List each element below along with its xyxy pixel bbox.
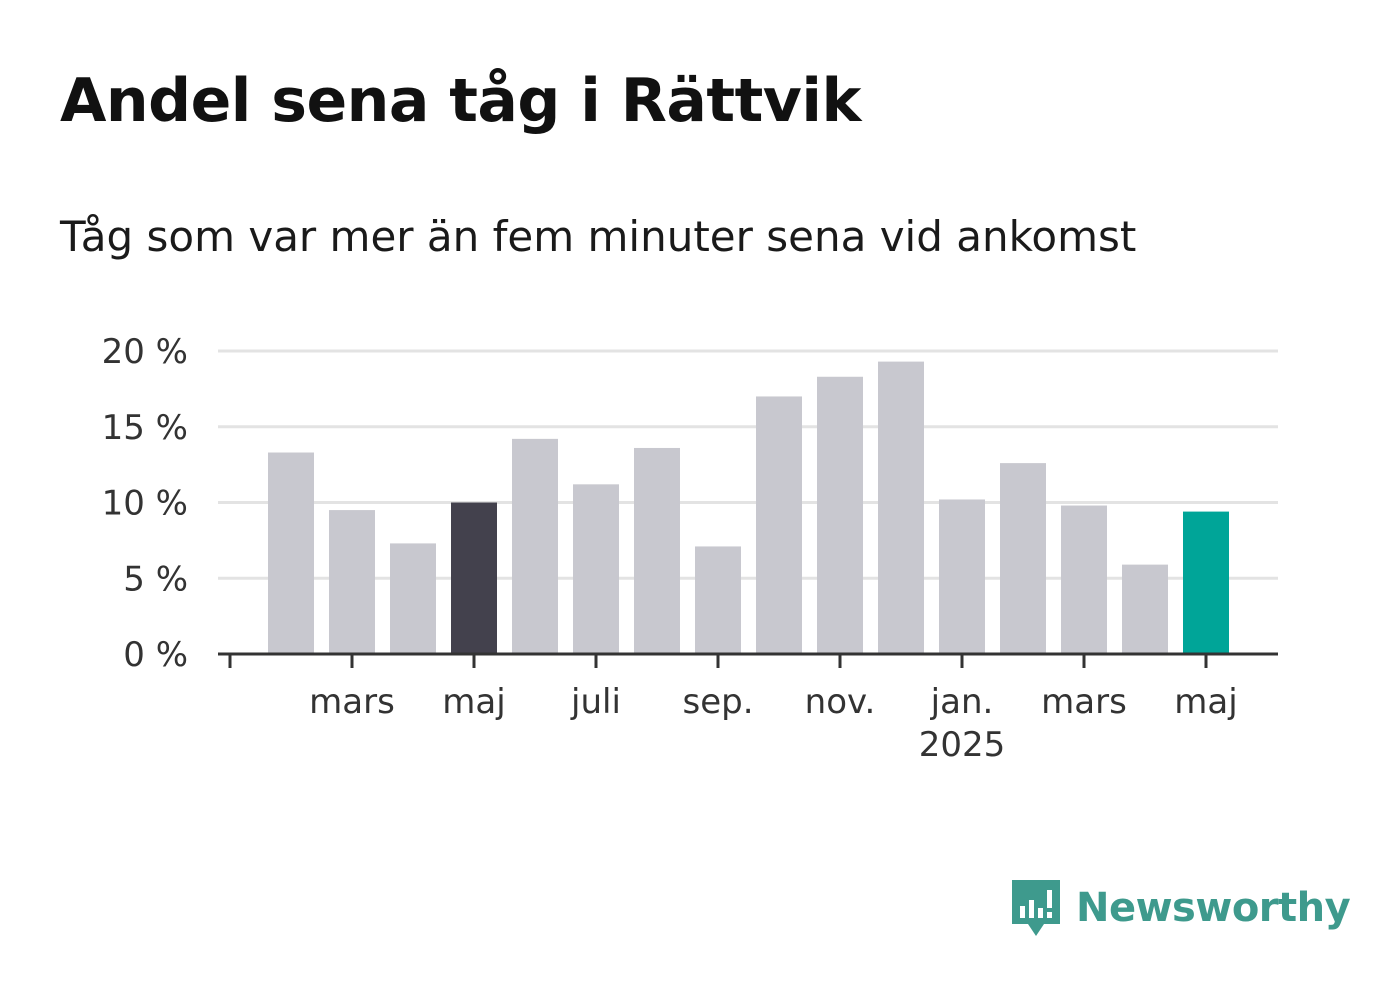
x-tick-label: nov. bbox=[805, 682, 876, 722]
chart-subtitle: Tåg som var mer än fem minuter sena vid … bbox=[60, 212, 1137, 261]
bar-2024-04 bbox=[390, 543, 436, 654]
x-tick-label: juli bbox=[570, 682, 621, 722]
brand-name: Newsworthy bbox=[1076, 885, 1351, 931]
x-tick-label: mars bbox=[309, 682, 395, 722]
x-tick-label: maj bbox=[1174, 682, 1237, 722]
bar-2025-01 bbox=[939, 499, 985, 654]
bar-2024-02 bbox=[268, 452, 314, 654]
newsworthy-logo-icon bbox=[1012, 880, 1060, 936]
bar-2024-10 bbox=[756, 396, 802, 654]
bar-2024-06 bbox=[512, 438, 558, 654]
x-axis-ticks: mars maj juli sep. nov. jan.2025 mars maj bbox=[309, 654, 1238, 765]
bar-2024-07 bbox=[573, 484, 619, 654]
bar-2025-05 bbox=[1183, 511, 1229, 654]
y-axis-ticks: 0 % 5 % 10 % 15 % 20 % bbox=[102, 332, 188, 675]
bar-2024-09 bbox=[695, 546, 741, 654]
x-tick-label: mars bbox=[1041, 682, 1127, 722]
newsworthy-logo: Newsworthy bbox=[1010, 878, 1351, 938]
bar-2024-03 bbox=[329, 510, 375, 654]
x-tick-label: maj bbox=[442, 682, 505, 722]
bar-2024-12 bbox=[878, 361, 924, 654]
y-tick-label: 0 % bbox=[123, 635, 188, 675]
x-tick-label: jan. bbox=[930, 682, 994, 722]
y-tick-label: 15 % bbox=[102, 408, 188, 448]
bar-2024-05 bbox=[451, 502, 497, 654]
bar-2025-04 bbox=[1122, 564, 1168, 654]
bar-2025-03 bbox=[1061, 505, 1107, 654]
bar-2025-02 bbox=[1000, 463, 1046, 654]
y-tick-label: 20 % bbox=[102, 332, 188, 372]
gridlines bbox=[218, 349, 1278, 580]
x-tick-label: sep. bbox=[682, 682, 753, 722]
y-tick-label: 5 % bbox=[123, 559, 188, 599]
bar-2024-11 bbox=[817, 376, 863, 654]
bars bbox=[268, 361, 1229, 654]
y-tick-label: 10 % bbox=[102, 484, 188, 524]
chart-title: Andel sena tåg i Rättvik bbox=[60, 66, 861, 136]
x-axis bbox=[218, 652, 1278, 668]
x-tick-year-label: 2025 bbox=[919, 725, 1006, 765]
bar-2024-08 bbox=[634, 447, 680, 654]
